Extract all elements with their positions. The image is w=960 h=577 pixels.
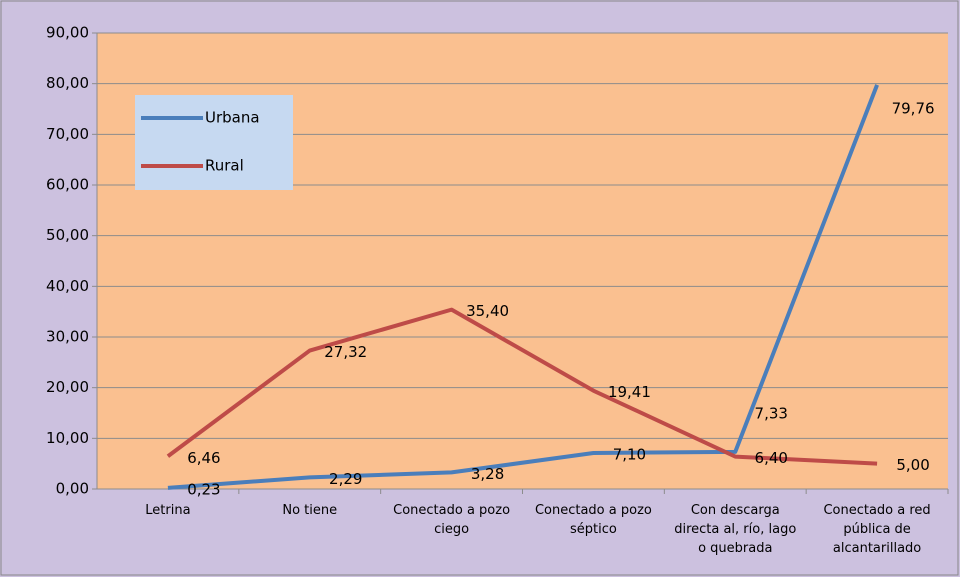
y-tick-label: 50,00	[46, 226, 89, 244]
legend-label: Rural	[205, 157, 244, 175]
data-label: 0,23	[187, 480, 220, 498]
x-tick-label: Conectado a pozo ciego	[393, 503, 511, 537]
y-tick-label: 20,00	[46, 378, 89, 396]
data-label: 2,29	[329, 470, 362, 488]
series-line	[167, 84, 879, 490]
legend-box	[135, 95, 293, 190]
data-label: 35,40	[466, 302, 509, 320]
data-label: 6,46	[187, 449, 220, 467]
y-tick-label: 40,00	[46, 277, 89, 295]
data-label: 19,41	[608, 383, 651, 401]
data-label: 7,33	[755, 404, 788, 422]
y-tick-label: 10,00	[46, 429, 89, 447]
y-tick-label: 0,00	[56, 480, 89, 498]
y-tick-label: 70,00	[46, 125, 89, 143]
y-tick-label: 80,00	[46, 74, 89, 92]
x-tick-label: Conectado a pozo séptico	[534, 503, 652, 537]
y-tick-label: 30,00	[46, 328, 89, 346]
y-tick-label: 90,00	[46, 24, 89, 42]
data-label: 27,32	[324, 343, 367, 361]
data-label: 3,28	[471, 465, 504, 483]
y-tick-label: 60,00	[46, 176, 89, 194]
data-label: 5,00	[896, 456, 929, 474]
x-tick-label: Letrina	[145, 503, 191, 518]
series-line	[166, 307, 878, 466]
x-tick-label: No tiene	[282, 503, 338, 518]
x-tick-label: Conectado a red pública de alcantarillad…	[823, 503, 931, 556]
data-label: 6,40	[755, 449, 788, 467]
x-tick-label: Con descarga directa al, río, lago o que…	[674, 503, 797, 556]
legend-label: Urbana	[205, 109, 260, 127]
data-label: 79,76	[892, 99, 935, 117]
data-label: 7,10	[613, 446, 646, 464]
